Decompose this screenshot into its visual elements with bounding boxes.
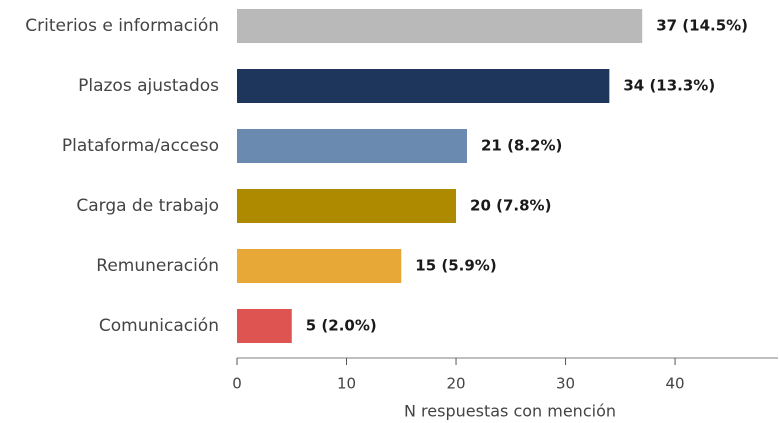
y-tick-label: Criterios e información <box>25 16 219 36</box>
data-label: 5 (2.0%) <box>306 317 377 335</box>
data-label: 37 (14.5%) <box>656 17 748 35</box>
y-tick-label: Plazos ajustados <box>78 76 219 96</box>
bar <box>237 9 643 43</box>
bar <box>237 249 402 283</box>
x-tick-label: 20 <box>446 375 465 393</box>
bar <box>237 309 292 343</box>
data-label: 21 (8.2%) <box>481 137 562 155</box>
bar <box>237 189 457 223</box>
y-tick-label: Comunicación <box>99 316 219 336</box>
data-label: 20 (7.8%) <box>470 197 551 215</box>
y-tick-label: Remuneración <box>96 256 219 276</box>
data-label: 15 (5.9%) <box>415 257 496 275</box>
y-tick-label: Plataforma/acceso <box>62 136 219 156</box>
x-tick-label: 10 <box>337 375 356 393</box>
x-tick-label: 0 <box>232 375 242 393</box>
bar <box>237 69 610 103</box>
x-tick-label: 30 <box>556 375 575 393</box>
data-label: 34 (13.3%) <box>623 77 715 95</box>
y-tick-label: Carga de trabajo <box>76 196 219 216</box>
x-tick-label: 40 <box>666 375 685 393</box>
bar <box>237 129 467 163</box>
x-axis-label: N respuestas con mención <box>404 402 616 421</box>
